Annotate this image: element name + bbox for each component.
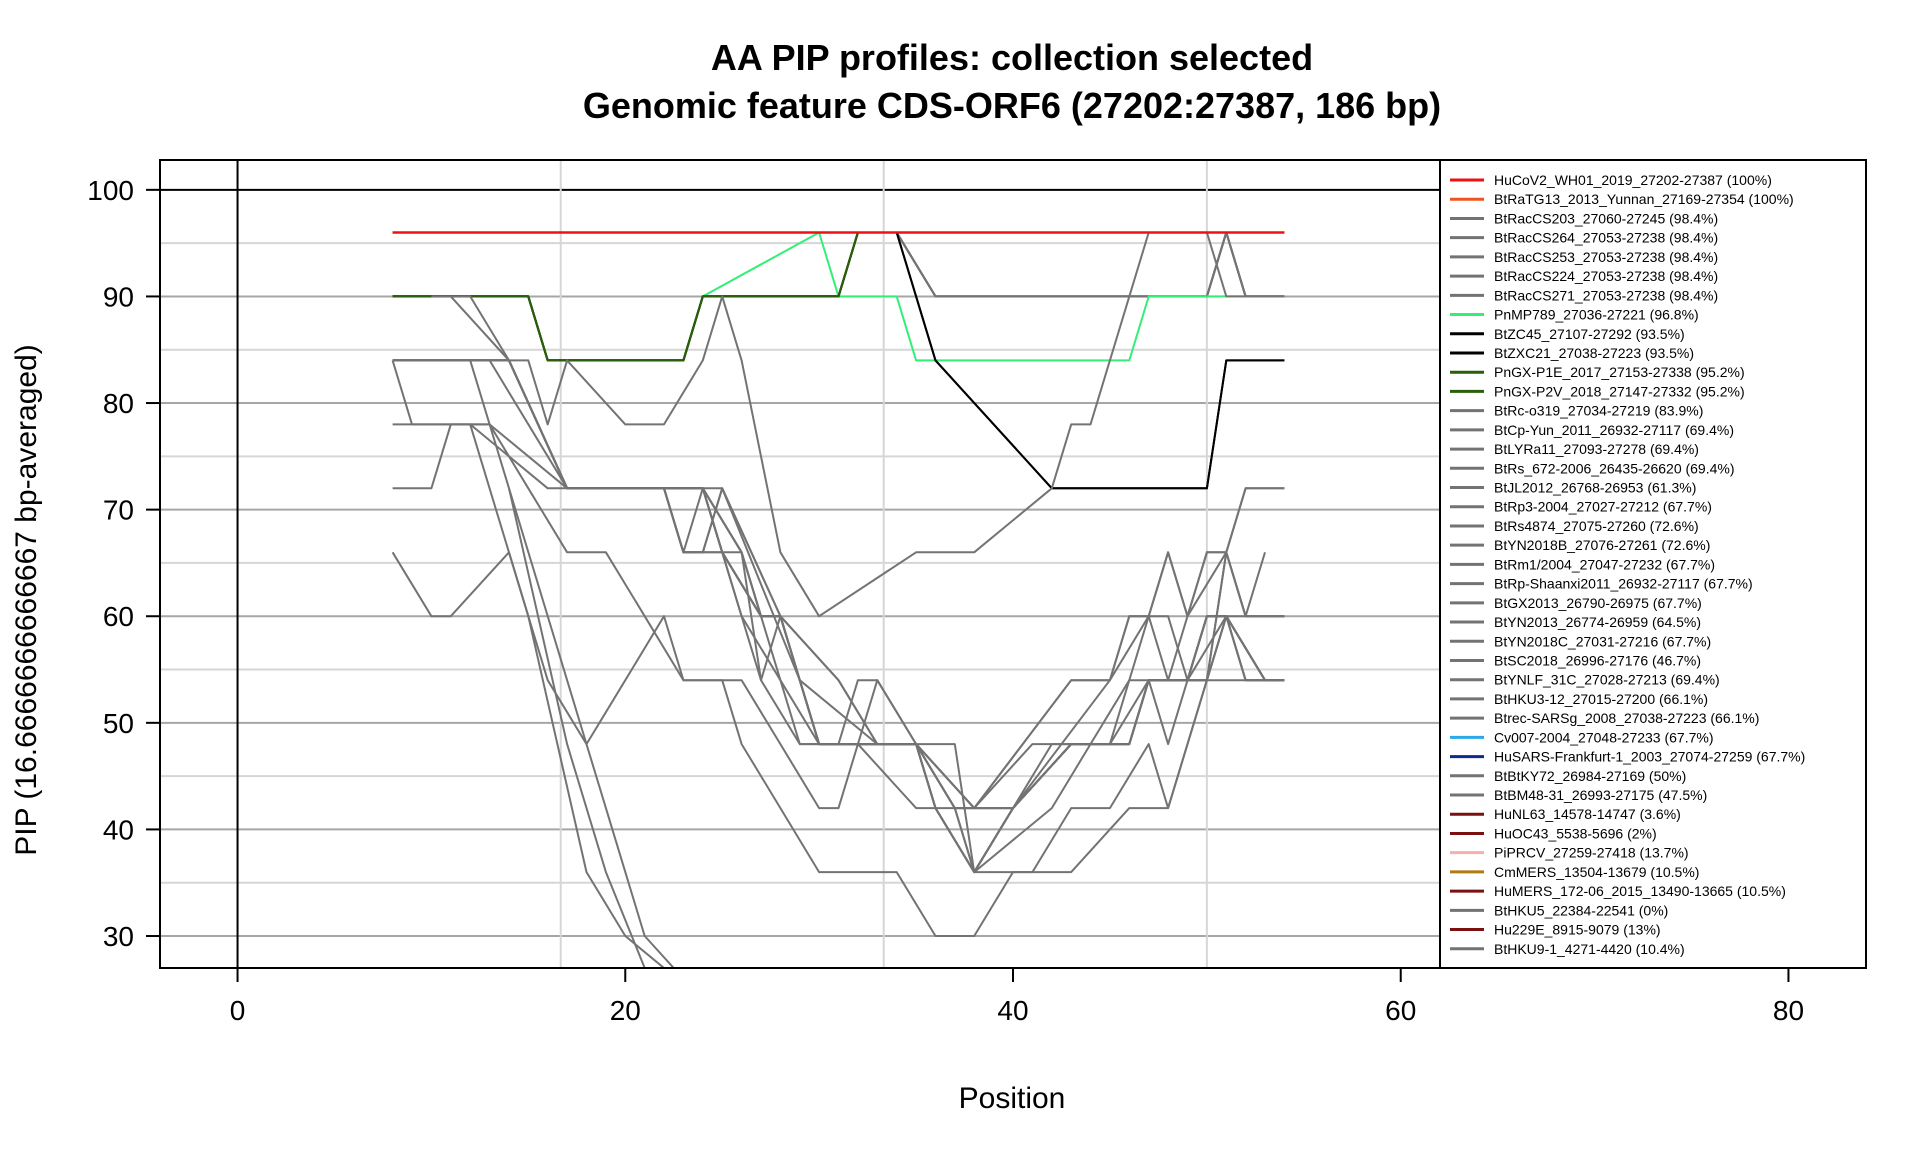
series-line <box>469 424 665 968</box>
series-lines <box>391 231 1285 968</box>
y-tick-label: 90 <box>103 281 134 312</box>
x-tick-label: 80 <box>1773 995 1804 1026</box>
legend-entry: BtRaTG13_2013_Yunnan_27169-27354 (100%) <box>1494 191 1794 207</box>
legend-entry: BtSC2018_26996-27176 (46.7%) <box>1494 652 1701 668</box>
y-tick-label: 80 <box>103 388 134 419</box>
legend-entry: BtZC45_27107-27292 (93.5%) <box>1494 326 1685 342</box>
legend-entry: PnMP789_27036-27221 (96.8%) <box>1494 307 1699 323</box>
legend-entry: BtZXC21_27038-27223 (93.5%) <box>1494 345 1694 361</box>
series-line <box>392 231 1285 618</box>
legend-entry: BtHKU5_22384-22541 (0%) <box>1494 902 1668 918</box>
legend-entry: BtRc-o319_27034-27219 (83.9%) <box>1494 403 1703 419</box>
series-line <box>508 488 675 968</box>
legend-entry: HuMERS_172-06_2015_13490-13665 (10.5%) <box>1494 883 1786 899</box>
legend-entry: HuOC43_5538-5696 (2%) <box>1494 825 1657 841</box>
series-line <box>431 295 1285 810</box>
legend-entry: BtRp-Shaanxi2011_26932-27117 (67.7%) <box>1494 576 1753 592</box>
series-line <box>392 359 1285 810</box>
legend-entry: BtRp3-2004_27027-27212 (67.7%) <box>1494 499 1712 515</box>
y-tick-label: 100 <box>87 175 134 206</box>
legend-entry: BtYNLF_31C_27028-27213 (69.4%) <box>1494 672 1720 688</box>
legend-entry: CmMERS_13504-13679 (10.5%) <box>1494 864 1699 880</box>
y-tick-label: 50 <box>103 708 134 739</box>
y-tick-label: 40 <box>103 814 134 845</box>
legend-entry: BtRs_672-2006_26435-26620 (69.4%) <box>1494 460 1735 476</box>
legend-entry: BtBtKY72_26984-27169 (50%) <box>1494 768 1686 784</box>
legend-entry: BtHKU3-12_27015-27200 (66.1%) <box>1494 691 1708 707</box>
legend-entry: BtRacCS264_27053-27238 (98.4%) <box>1494 230 1718 246</box>
legend-entry: BtYN2013_26774-26959 (64.5%) <box>1494 614 1701 630</box>
y-tick-label: 60 <box>103 601 134 632</box>
chart-subtitle: Genomic feature CDS-ORF6 (27202:27387, 1… <box>583 85 1441 126</box>
legend-entry: BtCp-Yun_2011_26932-27117 (69.4%) <box>1494 422 1734 438</box>
y-tick-label: 30 <box>103 921 134 952</box>
legend-entry: Btrec-SARSg_2008_27038-27223 (66.1%) <box>1494 710 1759 726</box>
chart-title: AA PIP profiles: collection selected <box>711 37 1313 78</box>
legend-entry: BtYN2018C_27031-27216 (67.7%) <box>1494 633 1711 649</box>
legend-entry: BtRacCS224_27053-27238 (98.4%) <box>1494 268 1718 284</box>
legend-entry: BtRacCS253_27053-27238 (98.4%) <box>1494 249 1718 265</box>
legend-entry: BtRm1/2004_27047-27232 (67.7%) <box>1494 556 1715 572</box>
x-tick-label: 0 <box>230 995 246 1026</box>
series-line <box>469 360 646 968</box>
series-line <box>392 423 1285 874</box>
legend-entry: BtRs4874_27075-27260 (72.6%) <box>1494 518 1699 534</box>
legend-entry: BtGX2013_26790-26975 (67.7%) <box>1494 595 1702 611</box>
legend-entry: Cv007-2004_27048-27233 (67.7%) <box>1494 729 1714 745</box>
legend-entry: BtBM48-31_26993-27175 (47.5%) <box>1494 787 1707 803</box>
legend-entry: BtLYRa11_27093-27278 (69.4%) <box>1494 441 1699 457</box>
legend-entry: BtJL2012_26768-26953 (61.3%) <box>1494 480 1696 496</box>
series-line <box>392 359 1285 810</box>
y-axis-title: PIP (16.6666666666667 bp-averaged) <box>10 344 43 856</box>
y-tick-label: 70 <box>103 495 134 526</box>
legend-entry: PnGX-P2V_2018_27147-27332 (95.2%) <box>1494 383 1745 399</box>
legend-entry: BtRacCS271_27053-27238 (98.4%) <box>1494 287 1718 303</box>
legend-entry: Hu229E_8915-9079 (13%) <box>1494 922 1661 938</box>
legend-entry: PiPRCV_27259-27418 (13.7%) <box>1494 845 1689 861</box>
legend-entry: BtRacCS203_27060-27245 (98.4%) <box>1494 210 1718 226</box>
legend-entry: PnGX-P1E_2017_27153-27338 (95.2%) <box>1494 364 1745 380</box>
x-tick-label: 40 <box>997 995 1028 1026</box>
legend-entry: BtHKU9-1_4271-4420 (10.4%) <box>1494 941 1685 957</box>
x-tick-label: 60 <box>1385 995 1416 1026</box>
legend-entry: HuNL63_14578-14747 (3.6%) <box>1494 806 1681 822</box>
legend-entry: BtYN2018B_27076-27261 (72.6%) <box>1494 537 1710 553</box>
legend: HuCoV2_WH01_2019_27202-27387 (100%) BtRaT… <box>1439 159 1867 969</box>
series-line <box>392 232 859 362</box>
legend-box <box>1439 159 1867 969</box>
x-tick-label: 20 <box>610 995 641 1026</box>
legend-entry: HuCoV2_WH01_2019_27202-27387 (100%) <box>1494 172 1772 188</box>
x-axis-title: Position <box>959 1082 1066 1115</box>
legend-entry: HuSARS-Frankfurt-1_2003_27074-27259 (67.… <box>1494 749 1805 765</box>
